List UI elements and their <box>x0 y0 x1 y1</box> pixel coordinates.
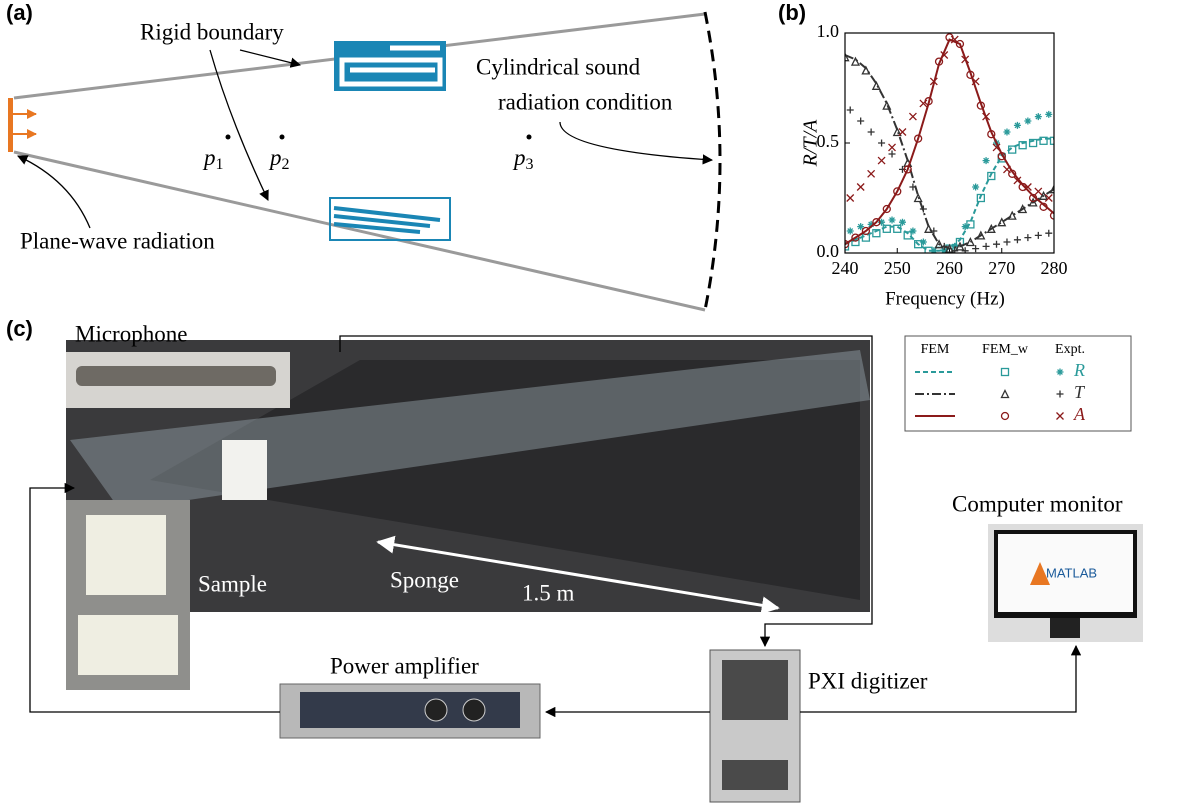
legend-marker <box>1057 369 1064 376</box>
marker <box>889 217 896 224</box>
marker <box>857 184 864 191</box>
legend-header: Expt. <box>1055 342 1085 357</box>
digitizer-modules <box>722 760 788 790</box>
probe-label: p3 <box>512 145 534 172</box>
marker <box>1035 113 1042 120</box>
marker <box>909 113 916 120</box>
legend-label: R <box>1073 360 1085 380</box>
panel-label: (a) <box>6 0 33 25</box>
probe <box>280 135 285 140</box>
sample-piece <box>78 615 178 675</box>
marker <box>983 157 990 164</box>
label: Sponge <box>390 567 459 592</box>
marker <box>1024 234 1031 241</box>
marker <box>962 223 969 230</box>
marker <box>1003 239 1010 246</box>
marker <box>857 118 864 125</box>
marker <box>899 219 906 226</box>
amplifier-panel <box>300 692 520 728</box>
source <box>8 98 13 152</box>
marker <box>983 243 990 250</box>
marker <box>967 239 974 246</box>
panel-a: (a) Rigid boundary Cylindrical sound rad… <box>6 0 720 310</box>
marker <box>847 228 854 235</box>
x-tick-label: 250 <box>884 258 911 278</box>
marker <box>1024 118 1031 125</box>
marker <box>909 228 916 235</box>
x-tick-label: 270 <box>988 258 1015 278</box>
legend-label: A <box>1073 404 1086 424</box>
legend-header: FEM <box>921 342 950 357</box>
marker <box>1014 236 1021 243</box>
legend-header: FEM_w <box>982 342 1029 357</box>
knob <box>425 699 447 721</box>
marker <box>883 225 890 232</box>
label: radiation condition <box>498 89 673 114</box>
label: Sample <box>198 571 267 596</box>
marker <box>873 82 880 89</box>
marker <box>1003 166 1010 173</box>
label: Power amplifier <box>330 653 479 678</box>
knob <box>463 699 485 721</box>
digitizer-modules <box>722 660 788 720</box>
marker <box>847 195 854 202</box>
marker <box>930 228 937 235</box>
marker <box>899 129 906 136</box>
label: Plane-wave radiation <box>20 228 215 253</box>
probe-label: p2 <box>268 145 290 172</box>
x-tick-label: 240 <box>832 258 859 278</box>
marker <box>1045 230 1052 237</box>
marker <box>1003 129 1010 136</box>
screen-text: MATLAB <box>1046 565 1097 580</box>
x-tick-label: 260 <box>936 258 963 278</box>
marker <box>1045 111 1052 118</box>
x-tick-label: 280 <box>1041 258 1068 278</box>
y-tick-label: 1.0 <box>817 21 840 41</box>
y-tick-label: 0.0 <box>817 241 840 261</box>
pointer <box>560 122 712 160</box>
radiation-boundary <box>705 12 720 310</box>
label: Rigid boundary <box>140 19 284 44</box>
marker <box>847 107 854 114</box>
marker <box>889 151 896 158</box>
label: Computer monitor <box>952 491 1123 516</box>
label: Cylindrical sound <box>476 54 641 79</box>
monitor-stand <box>1050 618 1080 638</box>
panel-label: (c) <box>6 316 33 341</box>
marker <box>868 170 875 177</box>
marker <box>889 144 896 151</box>
label: 1.5 m <box>522 580 575 605</box>
marker <box>878 157 885 164</box>
microphone <box>76 366 276 386</box>
label: Microphone <box>75 321 187 346</box>
pointer <box>240 50 300 65</box>
marker <box>993 241 1000 248</box>
probe <box>226 135 231 140</box>
fem-line <box>845 55 1054 249</box>
photo-sample <box>222 440 267 500</box>
sample-piece <box>86 515 166 595</box>
fem-line <box>845 139 1054 251</box>
probe-label: p1 <box>202 145 224 172</box>
marker <box>1035 188 1042 195</box>
y-tick-label: 0.5 <box>817 131 840 151</box>
marker <box>862 67 869 74</box>
panel-label: (b) <box>778 0 806 25</box>
marker <box>920 239 927 246</box>
marker <box>972 245 979 252</box>
marker <box>1035 232 1042 239</box>
marker <box>972 184 979 191</box>
resonator <box>330 42 450 240</box>
probe <box>527 135 532 140</box>
marker <box>868 129 875 136</box>
marker <box>1014 122 1021 129</box>
marker <box>878 140 885 147</box>
label: PXI digitizer <box>808 668 928 693</box>
figure: (a) Rigid boundary Cylindrical sound rad… <box>0 0 1188 806</box>
x-axis-label: Frequency (Hz) <box>885 288 1005 309</box>
plot-area <box>842 34 1058 254</box>
